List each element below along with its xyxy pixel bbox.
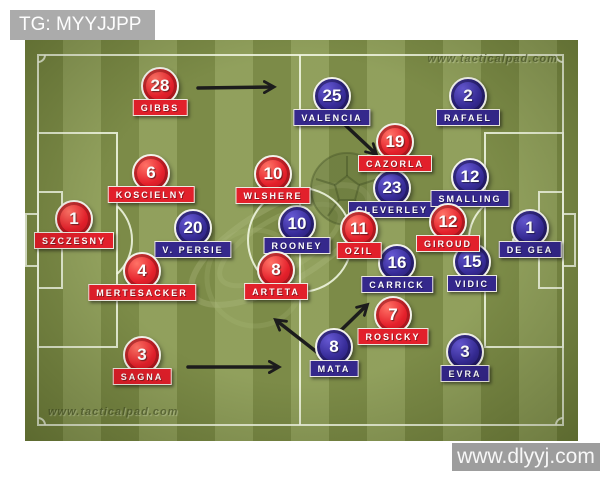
player-number-badge: 6 [132,154,170,192]
tg-overlay-label: TG: MYYJJPP [10,10,155,40]
player-name-label: ROONEY [263,237,331,254]
player-name-label: SMALLING [430,190,510,207]
player-number-badge: 1 [55,200,93,238]
player-name-label: MERTESACKER [88,284,196,301]
player-number-badge: 23 [373,169,411,207]
player-number-badge: 16 [378,244,416,282]
player-name-label: MATA [309,360,359,377]
player-name-label: VIDIC [446,275,498,292]
player-name-label: EVRA [440,365,490,382]
player-number-badge: 3 [123,336,161,374]
player-number-badge: 1 [511,209,549,247]
players-layer: 25 VALENCIA 2 RAFAEL 23 CLEVERLEY 12 SMALLING 20… [25,40,578,441]
pitch-photo: 25 VALENCIA 2 RAFAEL 23 CLEVERLEY 12 SMALLING 20… [25,40,578,441]
tactic-arrow [340,120,379,157]
player-number-badge: 12 [451,158,489,196]
player-name-label: RAFAEL [436,109,500,126]
tactic-arrow [273,317,320,355]
player-name-label: CAZORLA [358,155,432,172]
player-name-label: SAGNA [112,368,172,385]
player-name-label: OZIL [336,242,382,259]
player-name-label: CARRICK [361,276,433,293]
player-number-badge: 19 [376,123,414,161]
player-name-label: ARTETA [244,283,308,300]
player-name-label: GIROUD [416,235,480,252]
player-name-label: WLSHERE [235,187,311,204]
player-name-label: VALENCIA [293,109,371,126]
player-name-label: GIBBS [132,99,188,116]
player-name-label: DE GEA [498,241,562,258]
player-name-label: V. PERSIE [154,241,232,258]
tactic-arrow [196,80,277,95]
dlyyj-watermark-box: www.dlyyj.com [452,443,600,471]
player-name-label: KOSCIELNY [107,186,195,203]
player-name-label: ROSICKY [357,328,429,345]
player-number-badge: 2 [449,77,487,115]
player-name-label: SZCZESNY [33,232,115,249]
player-number-badge: 7 [374,296,412,334]
